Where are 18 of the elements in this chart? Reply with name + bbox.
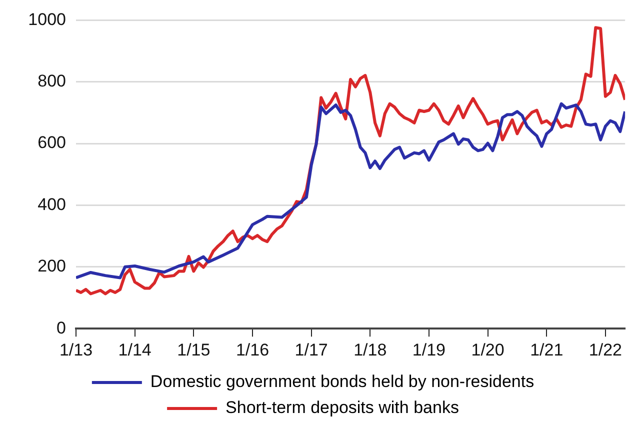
x-tick-label: 1/22 bbox=[588, 340, 622, 360]
legend-label: Domestic government bonds held by non-residents bbox=[150, 372, 534, 392]
x-tick-label: 1/13 bbox=[59, 340, 93, 360]
legend-label: Short-term deposits with banks bbox=[226, 398, 459, 418]
x-tick-label: 1/14 bbox=[118, 340, 152, 360]
x-tick-label: 1/19 bbox=[412, 340, 446, 360]
x-tick-label: 1/17 bbox=[294, 340, 328, 360]
x-tick-label: 1/15 bbox=[177, 340, 210, 360]
y-tick-label: 800 bbox=[38, 72, 66, 91]
x-tick-label: 1/21 bbox=[530, 340, 564, 360]
y-tick-label: 200 bbox=[38, 256, 66, 276]
y-tick-label: 0 bbox=[56, 318, 66, 338]
x-tick-label: 1/16 bbox=[236, 340, 270, 360]
y-tick-label: 600 bbox=[38, 133, 66, 152]
y-tick-label: 1000 bbox=[28, 10, 66, 29]
x-tick-label: 1/18 bbox=[354, 340, 387, 360]
y-tick-label: 400 bbox=[38, 194, 66, 214]
x-tick-label: 1/20 bbox=[471, 340, 504, 360]
